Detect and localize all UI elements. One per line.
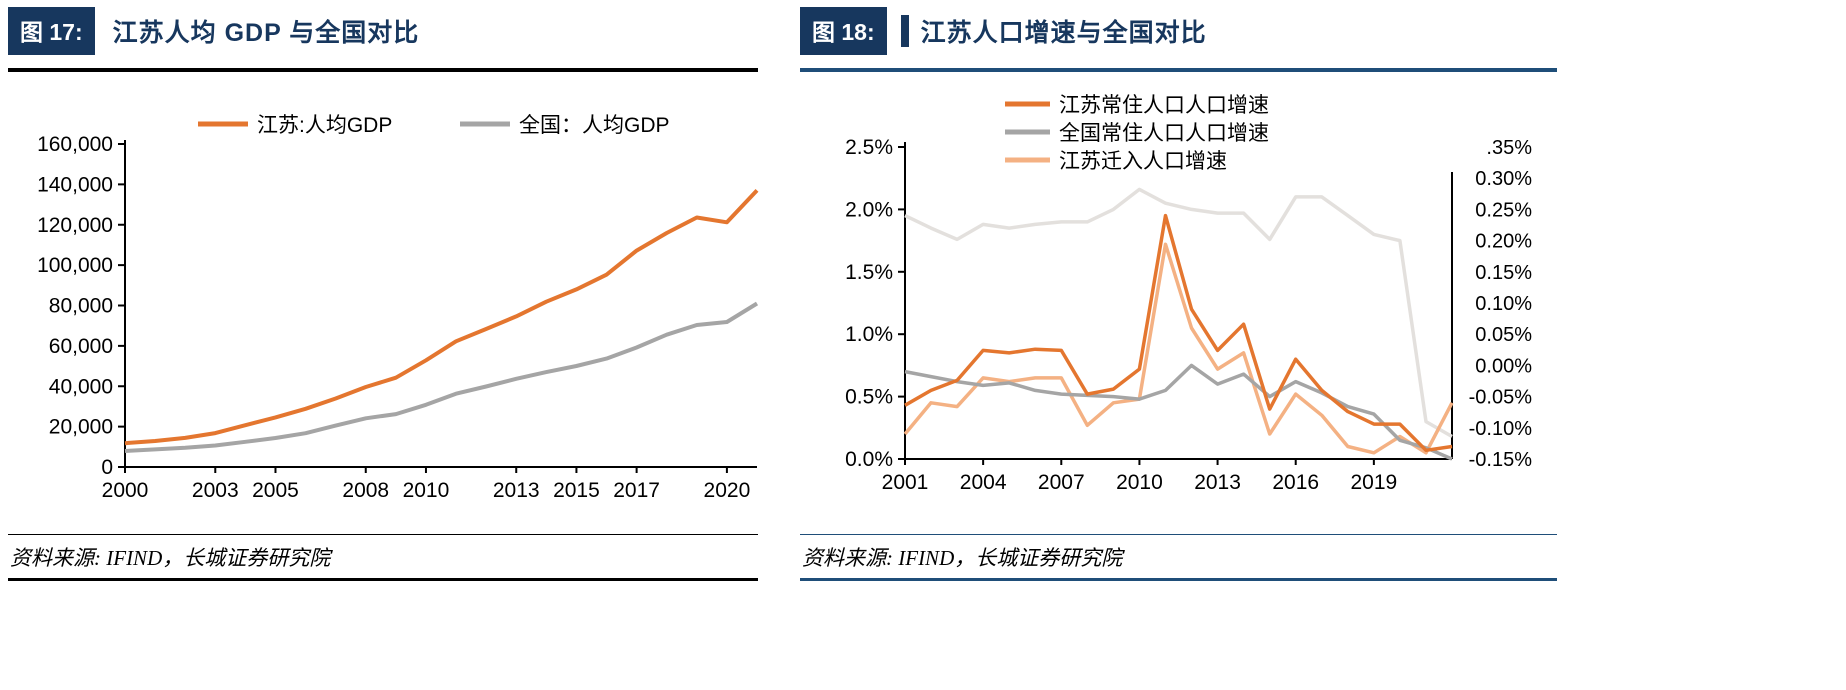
y-axis-label: 120,000	[37, 214, 113, 237]
figure-17-title: 江苏人均 GDP 与全国对比	[112, 19, 420, 47]
series-line-1	[124, 189, 759, 446]
figure-18-source-divider-top	[800, 534, 1557, 535]
series-line-0	[904, 187, 1453, 439]
legend-label: 全国常住人口人口增速	[1059, 122, 1269, 145]
y-axis-label: 100,000	[37, 254, 113, 277]
x-axis-label: 2020	[704, 479, 751, 502]
right-axis-label: 0.30%	[1475, 168, 1532, 190]
figure-17-source-text: 资料来源: IFIND，长城证券研究院	[10, 546, 331, 570]
y-axis-label: 0	[101, 456, 113, 479]
x-axis-label: 2019	[1350, 471, 1397, 494]
y-axis-label: 2.0%	[845, 198, 893, 221]
right-axis-label: 0.00%	[1475, 355, 1532, 377]
x-axis-label: 2008	[342, 479, 389, 502]
y-axis-label: 160,000	[37, 133, 113, 156]
legend-label: 江苏迁入人口增速	[1059, 150, 1227, 173]
figure-17-header: 图 17: 江苏人均 GDP 与全国对比	[8, 7, 420, 55]
series-line-3	[904, 213, 1453, 453]
x-axis-label: 2004	[960, 471, 1007, 494]
right-axis-label: .35%	[1486, 137, 1532, 159]
x-axis-label: 2000	[102, 479, 149, 502]
series-line-0	[124, 301, 759, 453]
legend-label: 全国：人均GDP	[519, 114, 670, 137]
right-axis-label: 0.20%	[1475, 231, 1532, 253]
x-axis-label: 2010	[403, 479, 450, 502]
figure-18-badge: 图 18:	[800, 7, 887, 55]
right-axis-label: -0.05%	[1469, 387, 1533, 409]
gdp-per-capita-line-chart: 0 20,000 40,000 60,000 80,000 100,000 120,000 1…	[37, 114, 759, 502]
legend-label: 江苏常住人口人口增速	[1059, 94, 1269, 117]
y-axis-label: 80,000	[49, 295, 113, 318]
figure-17-source-divider-bottom	[8, 578, 758, 581]
y-axis-label: 2.5%	[845, 136, 893, 159]
x-axis-label: 2013	[493, 479, 540, 502]
series-line-1	[903, 242, 1454, 455]
x-axis-label: 2015	[553, 479, 600, 502]
right-axis-label: 0.25%	[1475, 199, 1532, 221]
figure-17-header-rule	[8, 68, 758, 72]
right-axis-label: 0.15%	[1475, 262, 1532, 284]
figure-18-source-divider-bottom	[800, 578, 1557, 581]
title-accent-bar	[900, 15, 909, 47]
x-axis-label: 2007	[1038, 471, 1085, 494]
figure-17-source-divider-top	[8, 534, 758, 535]
population-growth-line-chart: 0.0% 0.5% 1.0% 1.5% 2.0% 2.5% 2001 2004 2007 2010…	[845, 94, 1533, 494]
y-axis-label: 1.0%	[845, 323, 893, 346]
right-axis-label: -0.10%	[1469, 418, 1533, 440]
x-axis-label: 2003	[192, 479, 239, 502]
y-axis-label: 140,000	[37, 173, 113, 196]
x-axis-label: 2013	[1194, 471, 1241, 494]
right-axis-label: -0.15%	[1469, 449, 1533, 471]
figure-18-header: 图 18: 江苏人口增速与全国对比	[800, 7, 1207, 55]
right-axis-label: 0.05%	[1475, 324, 1532, 346]
x-axis-label: 2005	[252, 479, 299, 502]
x-axis-label: 2017	[613, 479, 660, 502]
x-axis-label: 2016	[1272, 471, 1319, 494]
y-axis-label: 40,000	[49, 375, 113, 398]
y-axis-label: 0.5%	[845, 386, 893, 409]
panel-figure-17: 图 17: 江苏人均 GDP 与全国对比 0 20,000 40,000 60,000…	[8, 7, 759, 588]
x-axis-label: 2010	[1116, 471, 1163, 494]
series-line-2	[904, 363, 1453, 461]
figure-17-badge: 图 17:	[8, 7, 95, 55]
legend-label: 江苏:人均GDP	[257, 114, 392, 137]
figure-18-header-rule	[800, 68, 1557, 72]
y-axis-label: 20,000	[49, 416, 113, 439]
panel-figure-18: 图 18: 江苏人口增速与全国对比 0.0% 0.5% 1.0% 1.5% 2.0% 2.…	[800, 7, 1557, 588]
x-axis-label: 2001	[882, 471, 929, 494]
figure-18-source-text: 资料来源: IFIND，长城证券研究院	[802, 546, 1123, 570]
y-axis-label: 60,000	[49, 335, 113, 358]
figure-18-title: 江苏人口增速与全国对比	[920, 19, 1207, 47]
y-axis-label: 0.0%	[845, 448, 893, 471]
y-axis-label: 1.5%	[845, 261, 893, 284]
right-axis-label: 0.10%	[1475, 293, 1532, 315]
